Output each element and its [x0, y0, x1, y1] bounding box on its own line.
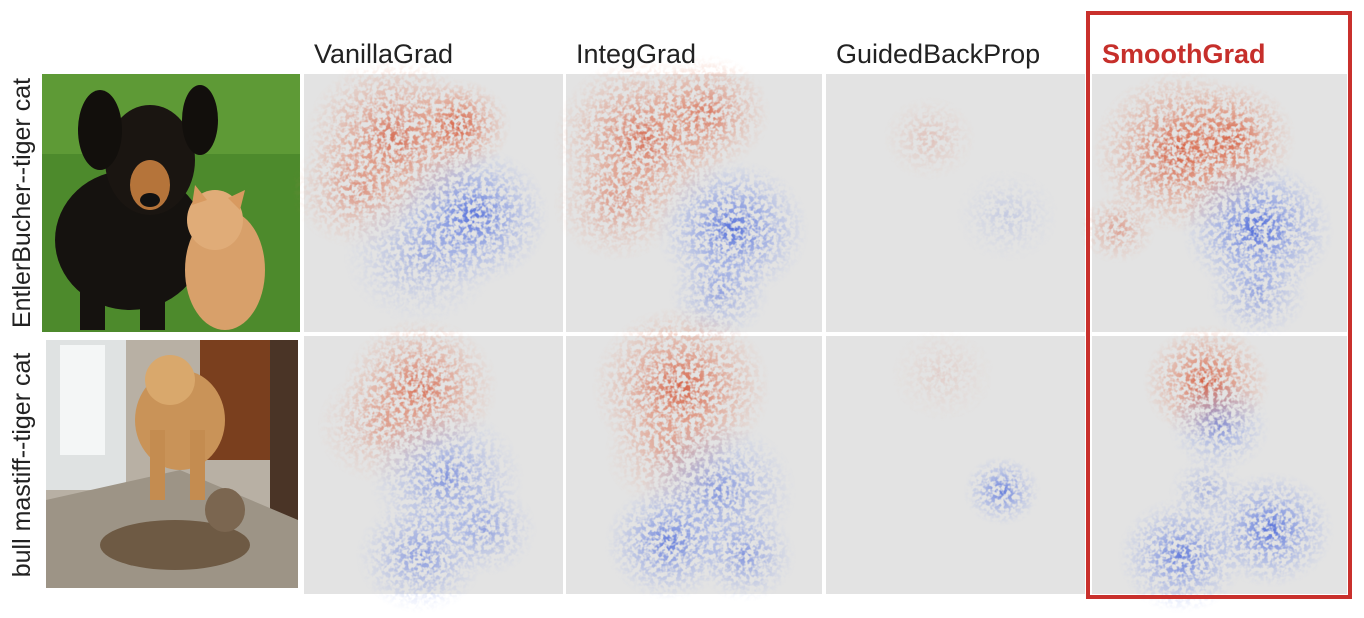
saliency-blob	[963, 455, 1041, 526]
speckle-layer	[1117, 324, 1335, 614]
saliency-map	[566, 306, 822, 602]
saliency-blob	[342, 184, 499, 325]
speckle-layer	[890, 328, 1041, 526]
speckle-layer	[291, 57, 551, 325]
saliency-map	[826, 328, 1085, 594]
saliency-blob	[1206, 471, 1335, 588]
saliency-blob	[882, 96, 977, 181]
saliency-map	[304, 317, 563, 614]
saliency-blob	[1168, 379, 1271, 473]
row-label: EntlerBucher--tiger cat	[8, 78, 36, 328]
photo	[42, 74, 300, 332]
saliency-blob	[553, 144, 682, 262]
saliency-blob	[642, 54, 771, 171]
saliency-map	[826, 74, 1085, 332]
row-label: bull mastiff--tiger cat	[8, 353, 36, 578]
saliency-blob	[890, 328, 995, 422]
column-header: GuidedBackProp	[836, 39, 1040, 69]
speckle-layer	[553, 54, 810, 340]
saliency-blob	[1206, 246, 1309, 340]
saliency-map	[1079, 70, 1347, 340]
speckle-layer	[591, 306, 797, 602]
speckle-layer	[1079, 70, 1335, 340]
photo	[46, 340, 298, 588]
saliency-blob	[1079, 193, 1156, 264]
column-header: SmoothGrad	[1102, 39, 1266, 69]
saliency-map	[291, 57, 563, 332]
saliency-blob	[694, 508, 797, 602]
column-header: IntegGrad	[576, 39, 696, 69]
speckle-layer	[316, 317, 538, 614]
saliency-map	[1092, 324, 1347, 614]
speckle-layer	[882, 96, 1060, 263]
highlight-box	[1086, 11, 1352, 599]
saliency-map	[553, 54, 822, 340]
saliency-blob	[955, 169, 1060, 263]
saliency-blob	[433, 483, 538, 576]
column-header: VanillaGrad	[314, 39, 453, 69]
